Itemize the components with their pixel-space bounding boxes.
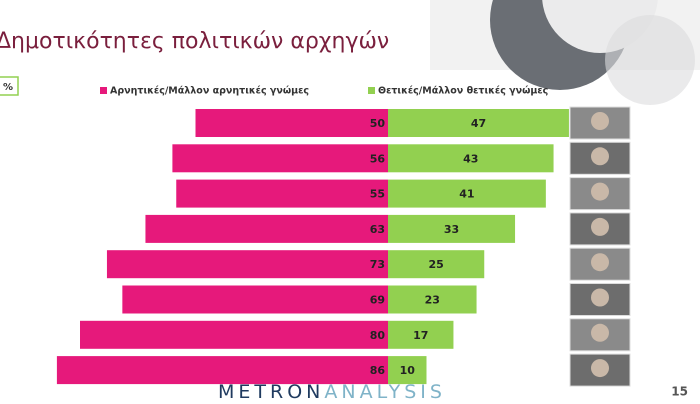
- value-label: 63: [370, 223, 385, 236]
- value-label: 33: [444, 223, 459, 236]
- value-label: 80: [370, 329, 386, 342]
- bar-negative: [176, 179, 388, 208]
- unit-label: %: [3, 82, 13, 93]
- bar-negative: [106, 250, 388, 279]
- bar-positive: [388, 320, 454, 349]
- leader-face: [591, 112, 609, 130]
- legend-label: Αρνητικές/Μάλλον αρνητικές γνώμες: [110, 86, 309, 97]
- bar-positive: [388, 214, 516, 243]
- brand: METRONANALYSIS: [218, 381, 446, 403]
- bar-negative: [195, 109, 388, 137]
- leader-face: [591, 359, 609, 378]
- leader-face: [591, 217, 609, 236]
- legend-label: Θετικές/Μάλλον θετικές γνώμες: [378, 86, 548, 97]
- value-label: 55: [370, 188, 385, 201]
- bar-negative: [122, 285, 388, 314]
- bar-positive: [388, 109, 569, 137]
- value-label: 17: [413, 329, 428, 342]
- bar-positive: [388, 285, 477, 314]
- leader-face: [591, 288, 609, 307]
- leader-face: [591, 323, 609, 342]
- leader-face: [591, 253, 609, 272]
- bar-positive: [388, 144, 554, 173]
- bar-negative: [56, 356, 389, 385]
- value-label: 43: [463, 152, 478, 165]
- bars: 50 47 56 43 55 41 63 33 73 25 69 23 80 17 86 10: [56, 109, 569, 385]
- value-label: 25: [428, 258, 443, 271]
- value-label: 50: [370, 117, 386, 130]
- decor-circle: [605, 15, 695, 105]
- decoration: [430, 0, 700, 105]
- bar-positive: [388, 356, 427, 385]
- chart-title: Δημοτικότητες πολιτικών αρχηγών: [0, 29, 389, 54]
- value-label: 47: [471, 117, 486, 130]
- legend-swatch: [368, 87, 375, 94]
- value-label: 73: [370, 258, 385, 271]
- bar-negative: [145, 214, 388, 243]
- page-number: 15: [671, 385, 688, 399]
- leader-face: [591, 147, 609, 166]
- brand-second: ANALYSIS: [324, 381, 446, 403]
- value-label: 86: [370, 364, 386, 377]
- bar-positive: [388, 250, 485, 279]
- bar-negative: [172, 144, 388, 173]
- value-label: 10: [400, 364, 416, 377]
- brand-first: METRON: [218, 381, 324, 403]
- bar-positive: [388, 179, 546, 208]
- value-label: 69: [370, 294, 385, 307]
- legend: Αρνητικές/Μάλλον αρνητικές γνώμες Θετικές…: [100, 86, 548, 97]
- leader-face: [591, 182, 609, 201]
- unit-box: [0, 76, 19, 96]
- value-label: 41: [459, 188, 474, 201]
- legend-swatch: [100, 87, 107, 94]
- value-label: 23: [425, 294, 440, 307]
- bar-negative: [80, 320, 388, 349]
- photos: [569, 106, 631, 387]
- value-label: 56: [370, 152, 386, 165]
